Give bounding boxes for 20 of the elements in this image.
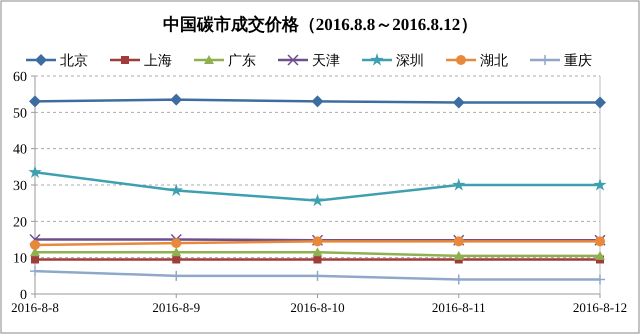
x-tick-label: 2016-8-10 [290, 300, 345, 315]
legend-label: 重庆 [564, 53, 592, 69]
legend-label: 天津 [312, 53, 340, 69]
y-tick-label: 10 [13, 252, 27, 267]
y-tick-label: 0 [20, 288, 27, 303]
y-tick-label: 50 [13, 106, 27, 122]
x-tick-label: 2016-8-12 [572, 300, 628, 315]
legend-label: 上海 [144, 53, 172, 69]
x-tick-label: 2016-8-9 [152, 300, 200, 315]
legend-label: 北京 [60, 53, 88, 69]
x-tick-label: 2016-8-8 [11, 300, 59, 315]
legend-label: 湖北 [480, 53, 508, 69]
y-tick-label: 20 [13, 215, 27, 230]
y-tick-label: 30 [13, 179, 27, 194]
x-tick-label: 2016-8-11 [432, 300, 486, 315]
y-tick-label: 60 [13, 70, 27, 85]
chart-title: 中国碳市成交价格（2016.8.8～2016.8.12） [162, 15, 478, 34]
legend-label: 深圳 [396, 53, 424, 69]
y-tick-label: 40 [13, 142, 27, 158]
legend-label: 广东 [228, 53, 256, 69]
